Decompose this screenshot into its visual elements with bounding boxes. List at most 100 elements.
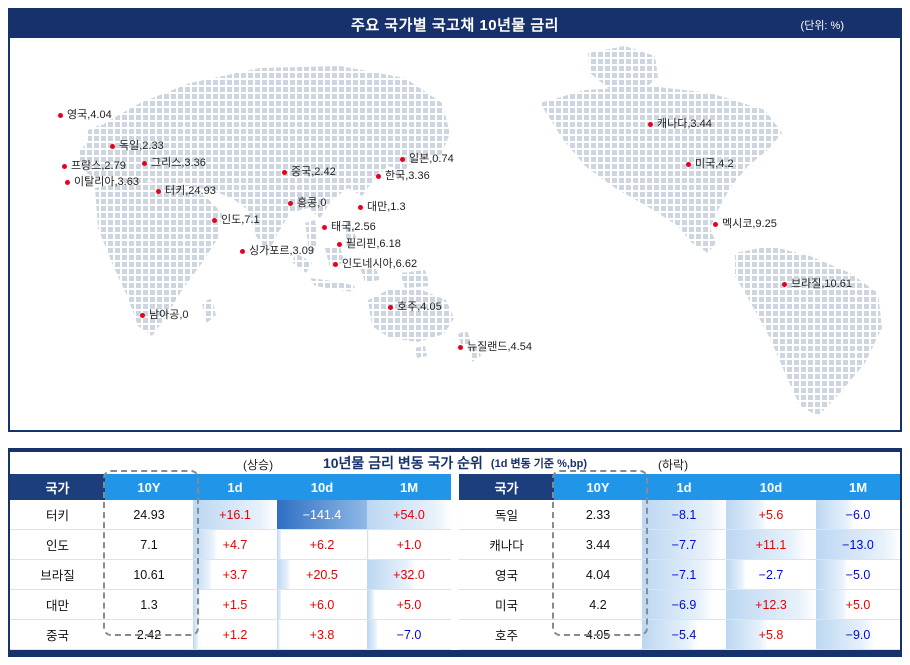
col-header-1m: 1M xyxy=(367,474,451,500)
page-title: 주요 국가별 국고채 10년물 금리 xyxy=(351,16,559,34)
country-dot-icon xyxy=(458,344,463,350)
country-dot-icon xyxy=(62,163,67,169)
island-borneo xyxy=(325,246,344,268)
cell-1m: +5.0 xyxy=(816,589,900,620)
island-new-zealand-south xyxy=(468,344,481,362)
table-header-row: 국가 10Y 1d 10d 1M xyxy=(10,474,451,500)
map-label-italy: 이탈리아,3.63 xyxy=(65,175,139,189)
country-dot-icon xyxy=(282,169,287,175)
table-row: 영국 4.04 −7.1 −2.7 −5.0 xyxy=(459,559,900,590)
table-row: 미국 4.2 −6.9 +12.3 +5.0 xyxy=(459,589,900,620)
cell-country: 영국 xyxy=(459,559,554,590)
peninsula-korea xyxy=(368,158,380,176)
cell-1d: +1.5 xyxy=(193,589,277,620)
continent-south-america xyxy=(735,246,882,416)
col-header-10y: 10Y xyxy=(105,474,193,500)
continent-north-america xyxy=(540,86,782,253)
island-papua xyxy=(400,270,430,288)
table-row: 브라질 10.61 +3.7 +20.5 +32.0 xyxy=(10,559,451,590)
map-label-uk: 영국,4.04 xyxy=(58,108,112,122)
rank-panel: (상승) 10년물 금리 변동 국가 순위 (1d 변동 기준 %,bp) (하… xyxy=(8,448,902,657)
cell-1m: −6.0 xyxy=(816,500,900,530)
country-dot-icon xyxy=(156,188,161,194)
island-new-zealand-north xyxy=(458,330,471,348)
cell-country: 브라질 xyxy=(10,559,105,590)
map-label-india: 인도,7.1 xyxy=(212,213,260,227)
cell-10y: 10.61 xyxy=(105,559,193,590)
map-label-greece: 그리스,3.36 xyxy=(142,156,206,170)
rising-label: (상승) xyxy=(243,458,274,472)
map-label-indonesia: 인도네시아,6.62 xyxy=(333,257,417,271)
country-dot-icon xyxy=(65,179,70,185)
cell-10d: −2.7 xyxy=(726,559,816,590)
col-header-10y: 10Y xyxy=(554,474,642,500)
map-label-korea: 한국,3.36 xyxy=(376,169,430,183)
cell-10y: 3.44 xyxy=(554,529,642,560)
country-dot-icon xyxy=(140,312,145,318)
cell-country: 대만 xyxy=(10,589,105,620)
map-label-germany: 독일,2.33 xyxy=(110,139,164,153)
table-row: 독일 2.33 −8.1 +5.6 −6.0 xyxy=(459,500,900,530)
map-label-brazil: 브라질,10.61 xyxy=(782,277,852,291)
map-label-usa: 미국,4.2 xyxy=(686,157,734,171)
country-dot-icon xyxy=(358,204,363,210)
cell-1m: +5.0 xyxy=(367,589,451,620)
cell-country: 중국 xyxy=(10,619,105,650)
rank-title: 10년물 금리 변동 국가 순위 xyxy=(322,455,483,471)
country-dot-icon xyxy=(333,261,338,267)
cell-1m: +54.0 xyxy=(367,500,451,530)
cell-1m: −13.0 xyxy=(816,529,900,560)
cell-10d: −141.4 xyxy=(277,500,367,530)
rank-tables: 국가 10Y 1d 10d 1M 터키 24.93 +16.1 −141.4 +… xyxy=(10,470,900,650)
country-dot-icon xyxy=(58,112,63,118)
cell-1d: −5.4 xyxy=(642,619,726,650)
cell-10y: 24.93 xyxy=(105,500,193,530)
cell-1d: +16.1 xyxy=(193,500,277,530)
country-dot-icon xyxy=(212,217,217,223)
peninsula-malay xyxy=(305,220,318,256)
country-dot-icon xyxy=(388,304,393,310)
island-java xyxy=(310,278,355,292)
country-dot-icon xyxy=(376,173,381,179)
cell-10y: 7.1 xyxy=(105,529,193,560)
table-row: 호주 4.05 −5.4 +5.8 −9.0 xyxy=(459,619,900,650)
map-label-thailand: 태국,2.56 xyxy=(322,220,376,234)
rank-subtitle: (1d 변동 기준 %,bp) xyxy=(490,458,588,470)
table-row: 캐나다 3.44 −7.7 +11.1 −13.0 xyxy=(459,529,900,560)
island-greenland xyxy=(588,46,658,93)
map-label-singapore: 싱가포르,3.09 xyxy=(240,244,314,258)
cell-10y: 4.2 xyxy=(554,589,642,620)
country-dot-icon xyxy=(713,221,718,227)
cell-1d: +1.2 xyxy=(193,619,277,650)
cell-10y: 2.33 xyxy=(554,500,642,530)
country-dot-icon xyxy=(782,281,787,287)
map-label-southafrica: 남아공,0 xyxy=(140,308,189,322)
cell-1m: −5.0 xyxy=(816,559,900,590)
island-britain xyxy=(88,124,108,148)
unit-label: (단위: %) xyxy=(800,20,844,32)
cell-10d: +20.5 xyxy=(277,559,367,590)
cell-1d: −8.1 xyxy=(642,500,726,530)
rank-title-row: (상승) 10년물 금리 변동 국가 순위 (1d 변동 기준 %,bp) (하… xyxy=(10,452,900,474)
col-header-1m: 1M xyxy=(816,474,900,500)
cell-10d: +11.1 xyxy=(726,529,816,560)
map-label-newzealand: 뉴질랜드,4.54 xyxy=(458,340,532,354)
world-map-area: 영국,4.04 독일,2.33 프랑스,2.79 그리스,3.36 이탈리아,3… xyxy=(10,38,900,430)
country-dot-icon xyxy=(686,161,691,167)
cell-country: 터키 xyxy=(10,500,105,530)
country-dot-icon xyxy=(142,160,147,166)
cell-10d: +6.0 xyxy=(277,589,367,620)
map-label-china: 중국,2.42 xyxy=(282,165,336,179)
table-row: 중국 2.42 +1.2 +3.8 −7.0 xyxy=(10,619,451,650)
cell-1d: −6.9 xyxy=(642,589,726,620)
island-madagascar xyxy=(202,298,216,323)
map-label-hongkong: 홍콩,0 xyxy=(288,196,326,210)
falling-table: 국가 10Y 1d 10d 1M 독일 2.33 −8.1 +5.6 −6.0 xyxy=(459,474,900,650)
cell-1d: +4.7 xyxy=(193,529,277,560)
map-panel: 주요 국가별 국고채 10년물 금리 (단위: %) xyxy=(8,8,902,432)
country-dot-icon xyxy=(240,248,245,254)
cell-country: 호주 xyxy=(459,619,554,650)
map-label-philippines: 필리핀,6.18 xyxy=(337,237,401,251)
map-label-taiwan: 대만,1.3 xyxy=(358,200,406,214)
